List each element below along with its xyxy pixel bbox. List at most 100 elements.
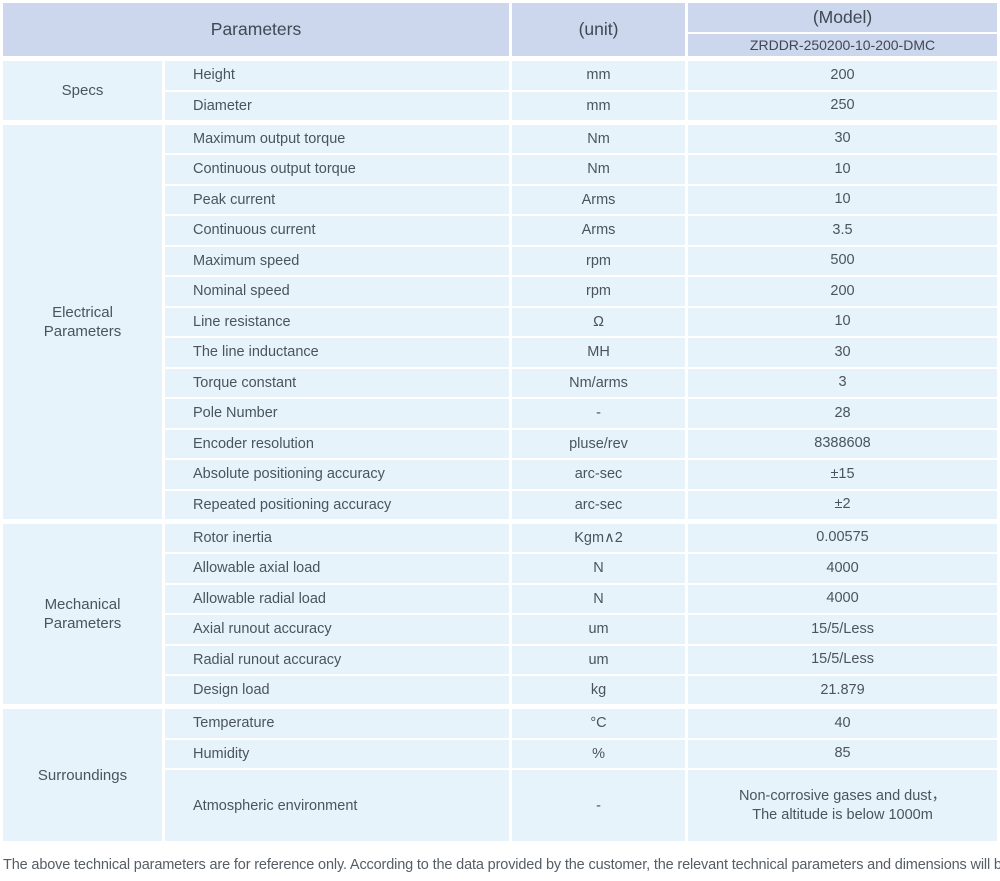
model-value: Non-corrosive gases and dust， The altitu… [688,770,998,846]
parameter-name: Maximum output torque [165,124,513,155]
unit-value: arc-sec [512,460,689,491]
table-row: Line resistance Ω 10 [3,307,998,338]
parameter-name: Diameter [165,91,513,125]
table-row: Surroundings Temperature °C 40 [3,709,998,846]
parameter-name: Rotor inertia [165,523,513,554]
unit-value: N [512,554,689,585]
parameter-name: Pole Number [165,399,513,430]
group-label: Surroundings [3,709,165,846]
parameter-name: Nominal speed [165,277,513,308]
table-row: Continuous output torque Nm 10 [3,155,998,186]
parameter-name: Allowable radial load [165,584,513,615]
unit-value: rpm [512,246,689,277]
model-value: 4000 [688,554,998,585]
group-label: Specs [3,61,165,125]
parameter-name: Peak current [165,185,513,216]
header-model-number: ZRDDR-250200-10-200-DMC [688,34,998,61]
model-value: 3 [688,368,998,399]
parameter-name: Maximum speed [165,246,513,277]
unit-value: Nm [512,155,689,186]
unit-value: mm [512,61,689,92]
unit-value: pluse/rev [512,429,689,460]
parameter-name: Continuous output torque [165,155,513,186]
parameter-name: Torque constant [165,368,513,399]
group-label: Mechanical Parameters [3,523,165,709]
model-value: 4000 [688,584,998,615]
parameter-name: Line resistance [165,307,513,338]
model-value: 250 [688,91,998,125]
group-label: Electrical Parameters [3,124,165,524]
header-row-main: Parameters (unit) (Model) [3,3,998,61]
model-value: 10 [688,307,998,338]
unit-value: MH [512,338,689,369]
table-row: Radial runout accuracy um 15/5/Less [3,645,998,676]
model-value: 40 [688,709,998,740]
table-row: Diameter mm 250 [3,91,998,125]
parameter-name: Allowable axial load [165,554,513,585]
unit-value: Nm/arms [512,368,689,399]
model-value: 28 [688,399,998,430]
model-value: 8388608 [688,429,998,460]
table-row: Continuous current Arms 3.5 [3,216,998,247]
model-value: 3.5 [688,216,998,247]
model-value: 85 [688,739,998,770]
parameter-name: The line inductance [165,338,513,369]
model-value: 500 [688,246,998,277]
table-row: Maximum speed rpm 500 [3,246,998,277]
model-value: 0.00575 [688,523,998,554]
unit-value: kg [512,676,689,709]
parameter-name: Encoder resolution [165,429,513,460]
table-row: Allowable axial load N 4000 [3,554,998,585]
table-row: Encoder resolution pluse/rev 8388608 [3,429,998,460]
table-row: Atmospheric environment - Non-corrosive ga… [3,770,998,846]
header-unit: (unit) [512,3,689,61]
table-row: Specs Height mm 200 [3,61,998,125]
parameter-name: Absolute positioning accuracy [165,460,513,491]
model-value: 15/5/Less [688,645,998,676]
table-row: Peak current Arms 10 [3,185,998,216]
unit-value: arc-sec [512,490,689,524]
model-value: 10 [688,185,998,216]
unit-value: Nm [512,124,689,155]
unit-value: Arms [512,216,689,247]
unit-value: um [512,615,689,646]
unit-value: mm [512,91,689,125]
table-header: Parameters (unit) (Model) ZRDDR-250200-1… [3,3,998,61]
unit-value: °C [512,709,689,740]
table-row: Humidity% 85 [3,739,998,770]
table-row: Mechanical Parameters Rotor inertia Kgm∧2 0… [3,523,998,709]
parameter-name: Humidity [165,739,513,770]
header-parameters: Parameters [3,3,513,61]
unit-value: um [512,645,689,676]
model-value: 10 [688,155,998,186]
parameter-name: Radial runout accuracy [165,645,513,676]
header-model: (Model) [688,3,998,34]
parameter-name: Temperature [165,709,513,740]
unit-value: N [512,584,689,615]
parameter-name: Design load [165,676,513,709]
table-row: Axial runout accuracy um 15/5/Less [3,615,998,646]
unit-value: - [512,399,689,430]
table-row: Allowable radial load N 4000 [3,584,998,615]
table-row: The line inductance MH 30 [3,338,998,369]
footnote: The above technical parameters are for r… [3,857,1000,873]
unit-value: Ω [512,307,689,338]
unit-value: % [512,739,689,770]
model-value: 15/5/Less [688,615,998,646]
unit-value: Arms [512,185,689,216]
parameter-name: Height [165,61,513,92]
table-row: Design load kg 21.879 [3,676,998,709]
parameter-name: Atmospheric environment [165,770,513,846]
model-value: 21.879 [688,676,998,709]
model-value: 30 [688,124,998,155]
parameter-name: Continuous current [165,216,513,247]
unit-value: - [512,770,689,846]
unit-value: rpm [512,277,689,308]
model-value: 200 [688,277,998,308]
model-value: ±15 [688,460,998,491]
parameter-name: Axial runout accuracy [165,615,513,646]
table-row: Repeated positioning accuracy arc-sec ±2 [3,490,998,524]
header-row-model-number: ZRDDR-250200-10-200-DMC [3,34,998,61]
model-value: ±2 [688,490,998,524]
